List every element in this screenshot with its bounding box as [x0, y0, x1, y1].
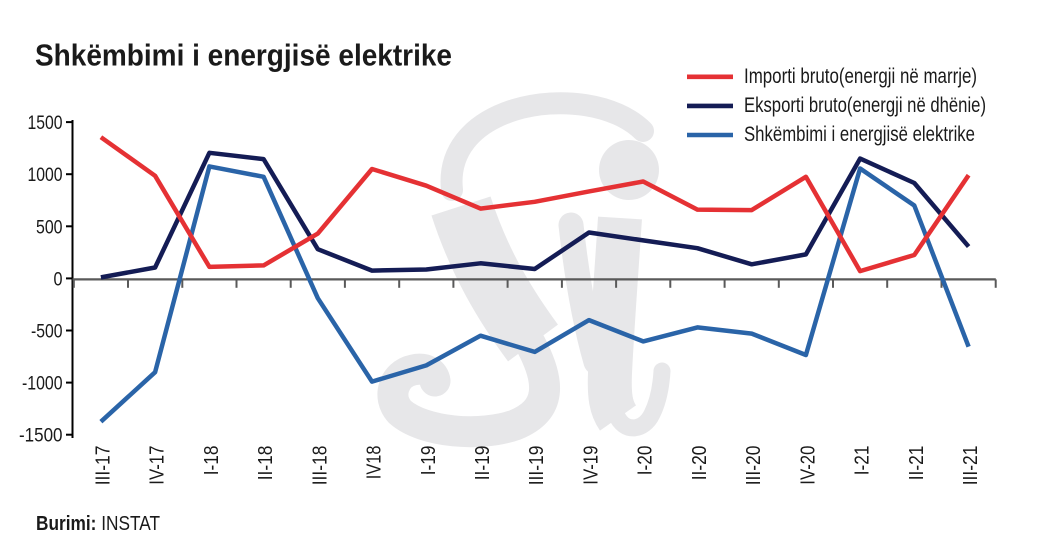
- svg-text:I-18: I-18: [201, 446, 223, 476]
- svg-text:III-20: III-20: [743, 446, 765, 486]
- svg-text:-1500: -1500: [19, 425, 63, 447]
- svg-text:IV-17: IV-17: [147, 446, 169, 485]
- svg-text:II-20: II-20: [689, 446, 711, 481]
- svg-text:III-19: III-19: [526, 446, 548, 486]
- svg-text:I-21: I-21: [852, 446, 874, 476]
- svg-text:II-18: II-18: [255, 446, 277, 481]
- svg-text:IV-20: IV-20: [797, 446, 819, 485]
- svg-text:Shkëmbimi i energjisë elektrik: Shkëmbimi i energjisë elektrike: [35, 38, 452, 73]
- svg-text:III-17: III-17: [92, 446, 114, 486]
- svg-text:0: 0: [54, 268, 63, 290]
- svg-text:III-21: III-21: [960, 446, 982, 486]
- svg-text:1000: 1000: [28, 164, 63, 186]
- svg-text:Burimi: INSTAT: Burimi: INSTAT: [36, 512, 160, 535]
- svg-text:1500: 1500: [28, 112, 63, 134]
- svg-text:II-19: II-19: [472, 446, 494, 481]
- svg-text:-1000: -1000: [22, 373, 63, 395]
- svg-text:IV-19: IV-19: [581, 446, 603, 485]
- svg-text:Importi bruto(energji në marrj: Importi bruto(energji në marrje): [744, 64, 977, 88]
- svg-text:II-21: II-21: [906, 446, 928, 481]
- svg-text:III-18: III-18: [309, 446, 331, 486]
- svg-text:Shkëmbimi i energjisë elektrik: Shkëmbimi i energjisë elektrike: [744, 122, 975, 146]
- svg-text:I-19: I-19: [418, 446, 440, 476]
- svg-text:IV18: IV18: [364, 446, 386, 480]
- svg-text:I-20: I-20: [635, 446, 657, 476]
- svg-text:500: 500: [36, 216, 63, 238]
- svg-text:Eksporti bruto(energji në dhën: Eksporti bruto(energji në dhënie): [744, 93, 986, 117]
- svg-text:-500: -500: [31, 321, 63, 343]
